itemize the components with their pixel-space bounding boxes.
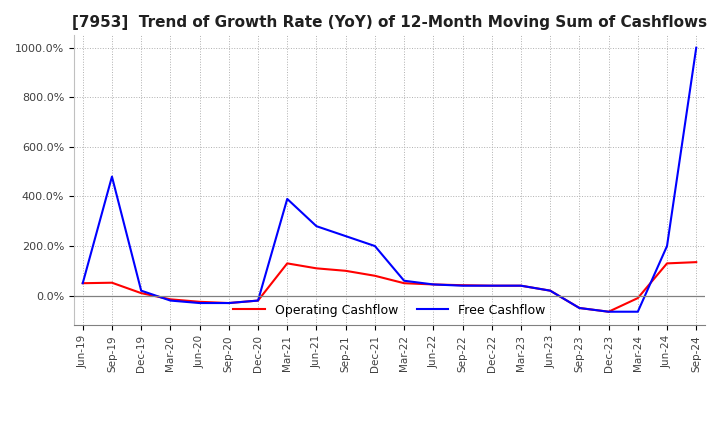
Operating Cashflow [371, 273, 379, 279]
Operating Cashflow [341, 268, 350, 273]
Free Cashflow [166, 298, 175, 303]
Free Cashflow [487, 283, 496, 288]
Line: Free Cashflow: Free Cashflow [83, 48, 696, 312]
Operating Cashflow [517, 283, 526, 288]
Operating Cashflow [604, 309, 613, 314]
Operating Cashflow [458, 282, 467, 288]
Free Cashflow [225, 301, 233, 306]
Operating Cashflow [137, 290, 145, 296]
Legend: Operating Cashflow, Free Cashflow: Operating Cashflow, Free Cashflow [228, 299, 551, 322]
Free Cashflow [429, 282, 438, 287]
Free Cashflow [283, 196, 292, 202]
Operating Cashflow [78, 281, 87, 286]
Operating Cashflow [692, 260, 701, 265]
Free Cashflow [137, 288, 145, 293]
Free Cashflow [575, 305, 584, 311]
Title: [7953]  Trend of Growth Rate (YoY) of 12-Month Moving Sum of Cashflows: [7953] Trend of Growth Rate (YoY) of 12-… [72, 15, 707, 30]
Free Cashflow [634, 309, 642, 314]
Free Cashflow [78, 281, 87, 286]
Free Cashflow [546, 288, 554, 293]
Operating Cashflow [283, 261, 292, 266]
Operating Cashflow [225, 301, 233, 306]
Free Cashflow [517, 283, 526, 288]
Free Cashflow [341, 234, 350, 239]
Operating Cashflow [487, 283, 496, 288]
Free Cashflow [662, 243, 671, 249]
Operating Cashflow [253, 298, 262, 303]
Operating Cashflow [166, 297, 175, 302]
Operating Cashflow [429, 282, 438, 287]
Operating Cashflow [575, 305, 584, 311]
Operating Cashflow [312, 266, 321, 271]
Operating Cashflow [195, 299, 204, 304]
Free Cashflow [458, 283, 467, 288]
Free Cashflow [400, 278, 408, 283]
Operating Cashflow [634, 295, 642, 301]
Line: Operating Cashflow: Operating Cashflow [83, 262, 696, 312]
Operating Cashflow [107, 280, 116, 286]
Free Cashflow [107, 174, 116, 179]
Free Cashflow [253, 298, 262, 303]
Operating Cashflow [662, 261, 671, 266]
Free Cashflow [371, 243, 379, 249]
Free Cashflow [604, 309, 613, 314]
Free Cashflow [195, 301, 204, 306]
Operating Cashflow [546, 288, 554, 293]
Free Cashflow [692, 45, 701, 50]
Free Cashflow [312, 224, 321, 229]
Operating Cashflow [400, 281, 408, 286]
